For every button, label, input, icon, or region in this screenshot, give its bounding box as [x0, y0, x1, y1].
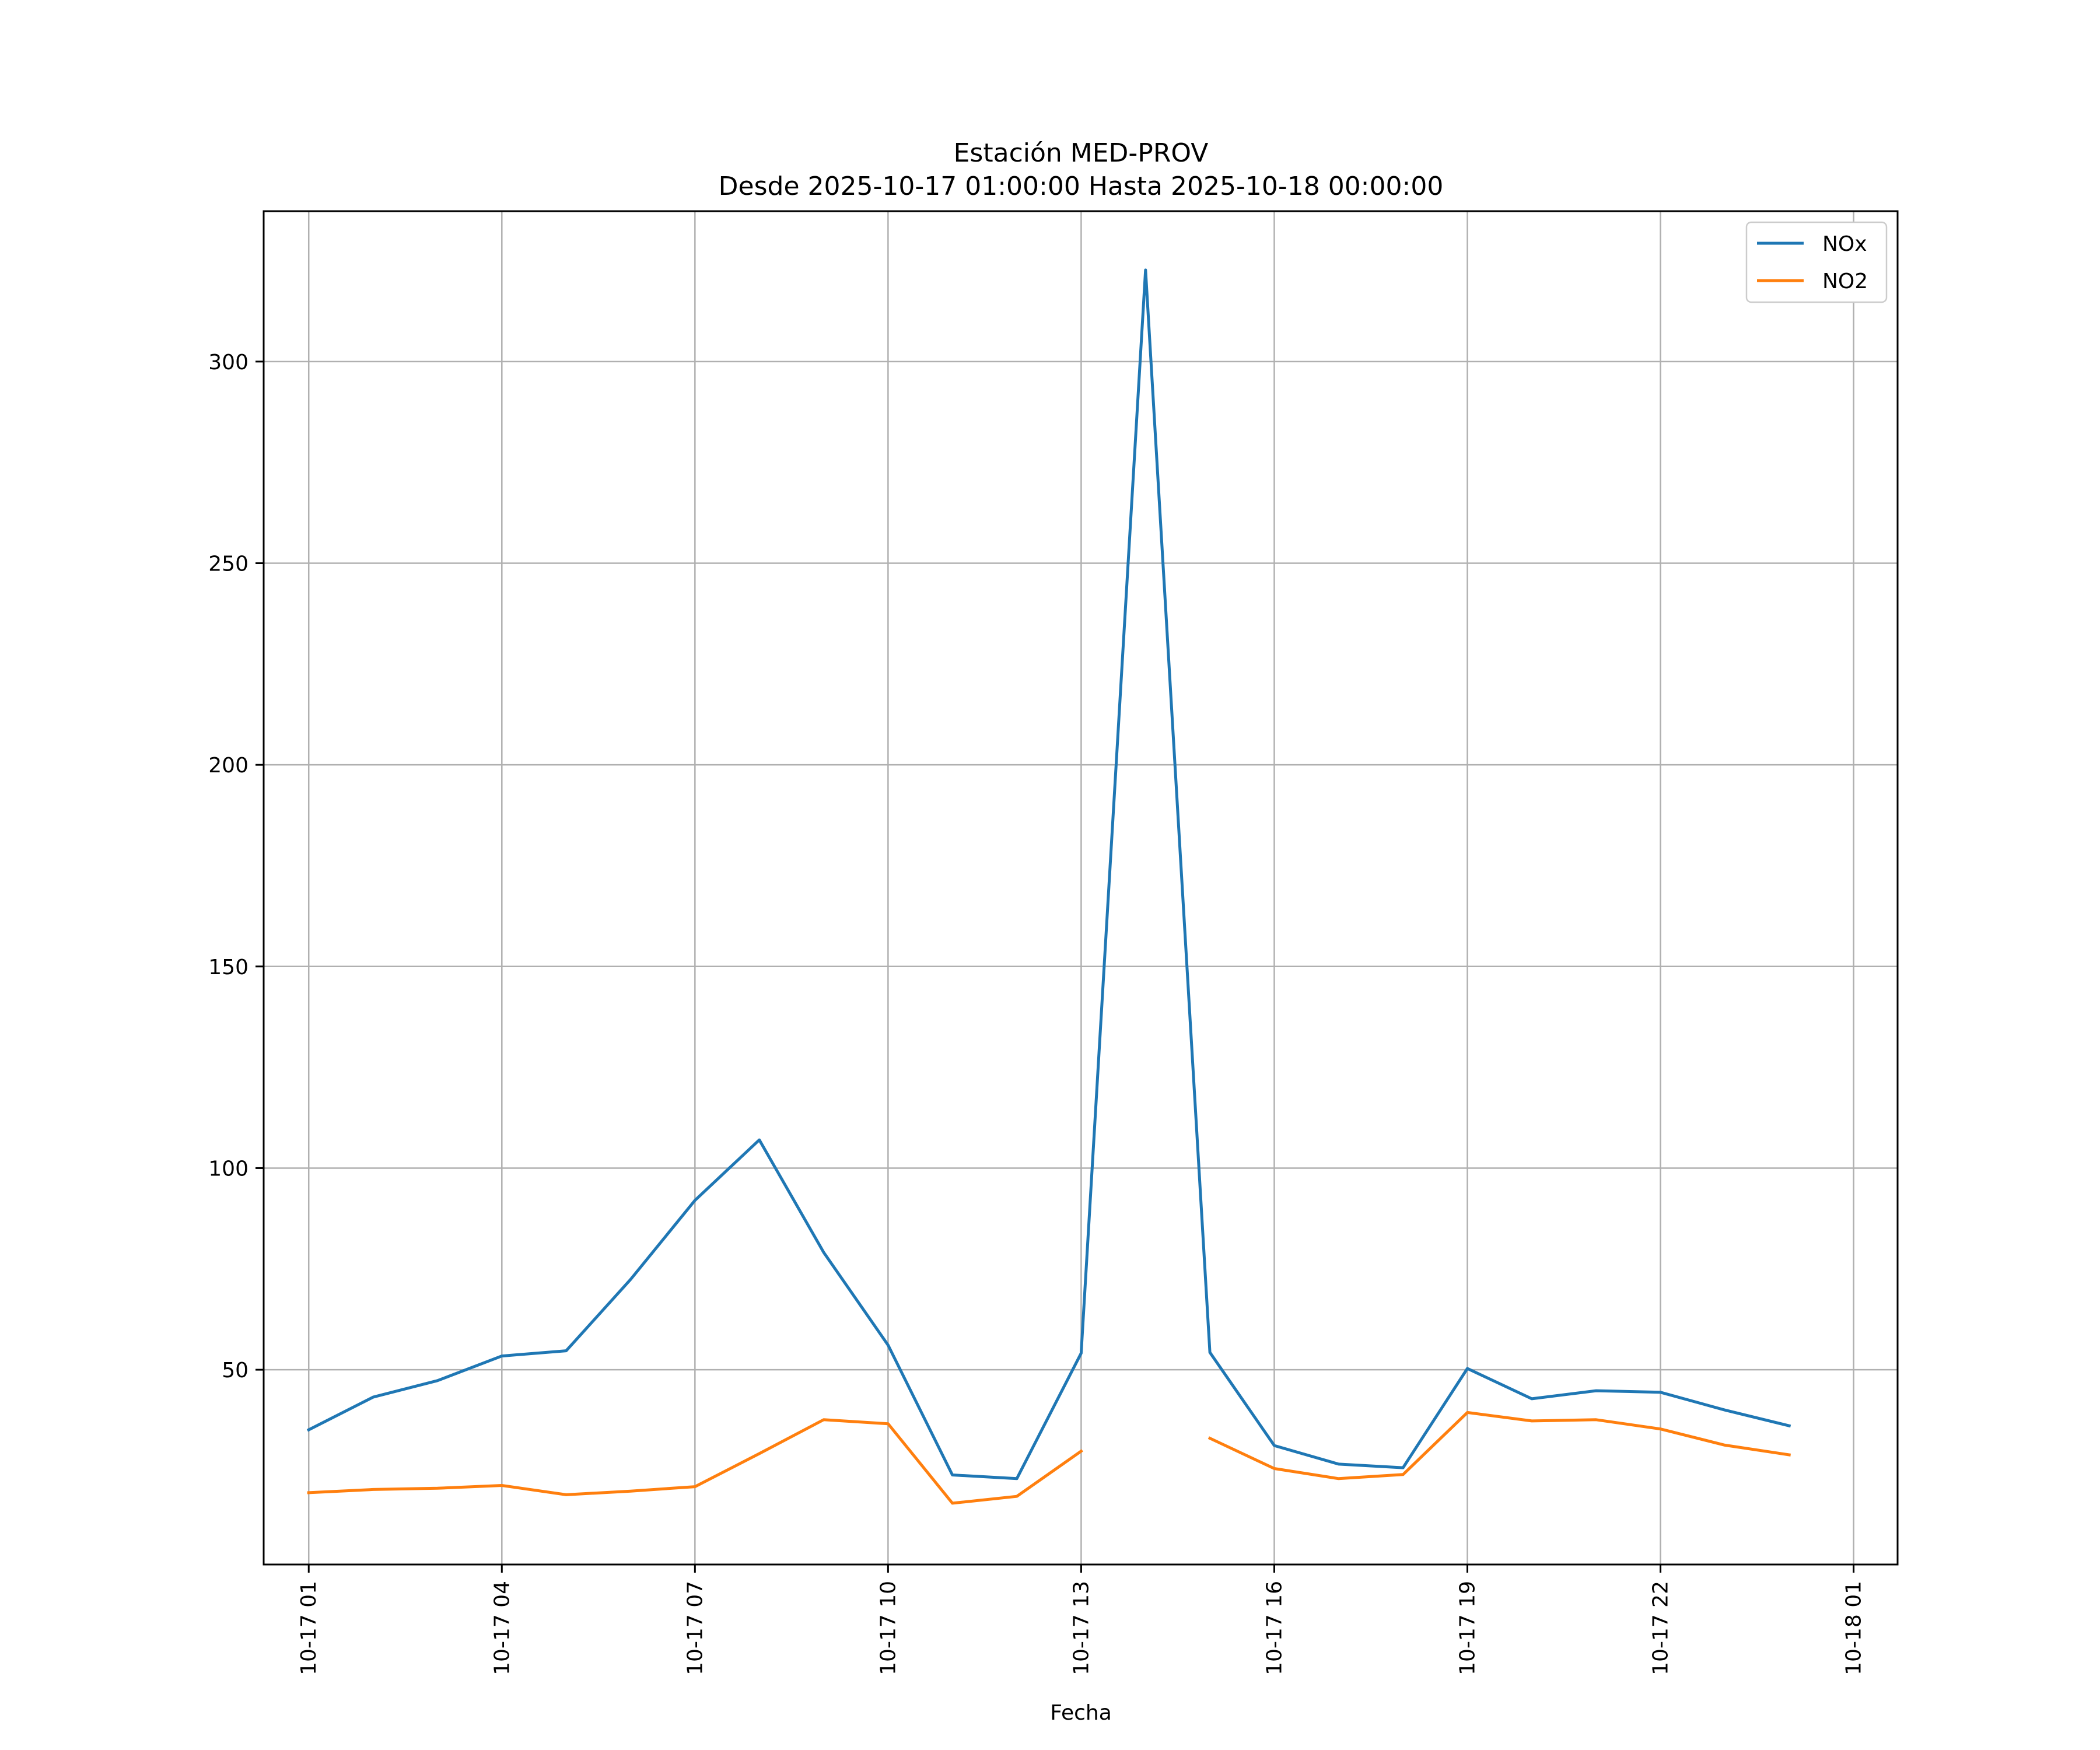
- grid: [264, 211, 1898, 1564]
- series-line-no2: [307, 1410, 1791, 1505]
- y-tick-label: 150: [208, 956, 249, 979]
- legend-label-nox: NOx: [1822, 232, 1867, 256]
- ticks: 10-17 01 10-17 04 10-17 07 10-17 10 10-17 13…: [208, 351, 1866, 1675]
- x-tick-label: 10-17 10: [876, 1581, 900, 1675]
- chart-title-line-1: Estación MED-PROV: [954, 138, 1209, 168]
- legend: NOx NO2: [1745, 221, 1888, 303]
- y-tick-label: 200: [208, 754, 249, 778]
- x-tick-label: 10-17 22: [1649, 1581, 1673, 1675]
- chart-title-line-2: Desde 2025-10-17 01:00:00 Hasta 2025-10-…: [719, 172, 1444, 201]
- y-tick-label: 300: [208, 351, 249, 374]
- x-tick-label: 10-18 01: [1842, 1581, 1866, 1675]
- x-tick-label: 10-17 04: [490, 1581, 514, 1675]
- x-tick-label: 10-17 01: [297, 1581, 321, 1675]
- x-tick-label: 10-17 07: [683, 1581, 707, 1675]
- y-tick-label: 250: [208, 552, 249, 576]
- y-tick-label: 100: [208, 1157, 249, 1181]
- x-tick-label: 10-17 19: [1456, 1581, 1480, 1675]
- x-axis-label: Fecha: [1050, 1701, 1112, 1725]
- x-tick-label: 10-17 16: [1262, 1581, 1286, 1675]
- series-lines: [306, 268, 1791, 1505]
- legend-label-no2: NO2: [1822, 270, 1868, 293]
- series-line-nox: [306, 268, 1791, 1480]
- x-tick-label: 10-17 13: [1069, 1581, 1093, 1675]
- y-tick-label: 50: [222, 1359, 249, 1382]
